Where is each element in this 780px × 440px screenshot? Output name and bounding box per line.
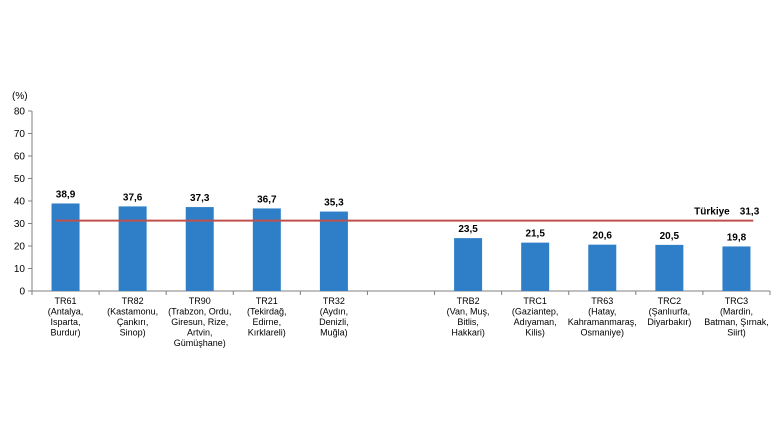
- data-label: 36,7: [257, 194, 277, 205]
- y-axis-unit-label: (%): [12, 91, 28, 102]
- category-label: TRB2 (Van, Muş, Bitlis, Hakkari): [447, 296, 490, 338]
- category-label: TR61 (Antalya, Isparta, Burdur): [48, 296, 84, 338]
- y-axis: 0 10 20 30 40 50 60 70 80: [14, 107, 33, 298]
- bar: [655, 244, 684, 291]
- data-labels: 38,9 37,6 37,3 36,7 35,3 23,5 21,5 20,6 20,5 19,8: [56, 189, 747, 243]
- y-tick-label: 30: [14, 219, 26, 230]
- reference-value-label: 31,3: [740, 207, 760, 218]
- category-labels: TR61 (Antalya, Isparta, Burdur) TR82 (Kastamo…: [48, 296, 769, 348]
- data-label: 20,6: [593, 231, 613, 242]
- category-label: TR63 (Hatay, Kahramanmaraş, Osmaniye): [568, 296, 637, 338]
- y-tick-label: 60: [14, 152, 26, 163]
- y-tick-label: 10: [14, 264, 26, 275]
- data-label: 37,3: [190, 193, 210, 204]
- reference-name-label: Türkiye: [694, 207, 730, 218]
- bar: [51, 203, 80, 291]
- data-label: 37,6: [123, 192, 143, 203]
- bar: [588, 244, 617, 291]
- x-axis: [31, 290, 771, 295]
- data-label: 23,5: [458, 224, 478, 235]
- turkiye-reference: Türkiye 31,3: [55, 207, 760, 222]
- data-label: 35,3: [324, 198, 344, 209]
- data-label: 19,8: [727, 232, 747, 243]
- category-label: TRC3 (Mardin, Batman, Şırnak, Siirt): [704, 296, 769, 338]
- category-label: TRC2 (Şanlıurfa, Diyarbakır): [647, 296, 691, 327]
- category-label: TR32 (Aydın, Denizli, Muğla): [319, 296, 349, 338]
- data-label: 21,5: [525, 229, 545, 240]
- category-label: TR82 (Kastamonu, Çankırı, Sinop): [107, 296, 158, 338]
- y-tick-label: 20: [14, 242, 26, 253]
- data-label: 38,9: [56, 189, 76, 200]
- bar: [319, 211, 348, 291]
- category-label: TR90 (Trabzon, Ordu, Giresun, Rize, Artvin,…: [168, 296, 231, 348]
- category-label: TR21 (Tekirdağ, Edirne, Kırklareli): [247, 296, 287, 338]
- bar: [454, 238, 483, 291]
- bar: [118, 206, 147, 291]
- y-tick-label: 70: [14, 129, 26, 140]
- bar: [722, 246, 751, 291]
- y-tick-label: 80: [14, 107, 26, 118]
- y-tick-label: 0: [19, 287, 25, 298]
- category-label: TRC1 (Gaziantep, Adıyaman, Kilis): [512, 296, 559, 338]
- y-tick-label: 40: [14, 197, 26, 208]
- bar: [252, 208, 281, 291]
- bar-series: [51, 203, 751, 291]
- y-tick-label: 50: [14, 174, 26, 185]
- data-label: 20,5: [660, 231, 680, 242]
- bar: [521, 242, 550, 291]
